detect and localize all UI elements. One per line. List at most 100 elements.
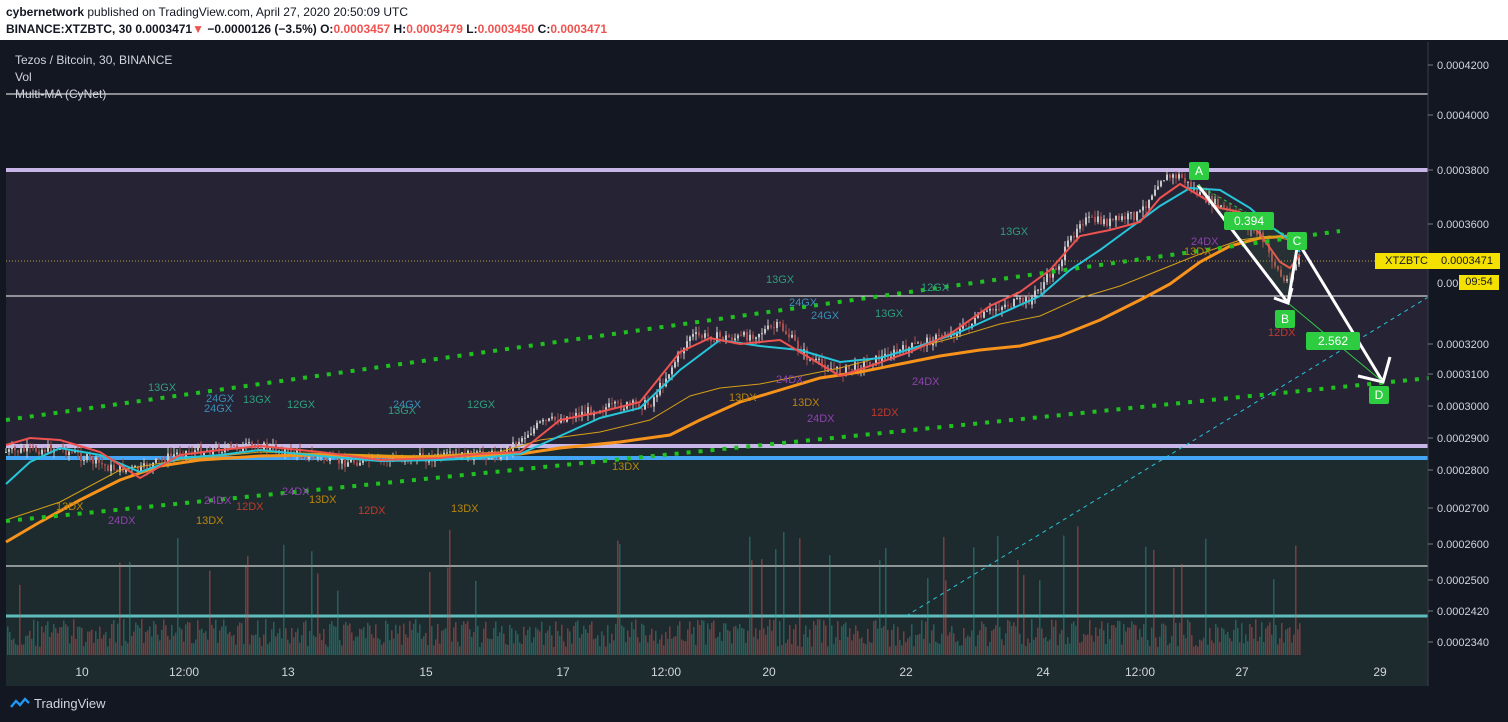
volume-bar [9, 632, 11, 655]
tradingview-logo-icon[interactable] [10, 696, 30, 710]
volume-bar [173, 635, 175, 655]
time-tick-label: 13 [281, 665, 295, 679]
volume-bar [175, 632, 177, 655]
volume-bar [57, 633, 59, 655]
candle-body [1142, 206, 1144, 211]
ratio-bcd-label[interactable]: 2.562 [1318, 334, 1348, 348]
volume-bar [215, 619, 217, 655]
volume-bar [543, 644, 545, 655]
volume-bar [73, 619, 75, 655]
low-value: 0.0003450 [477, 22, 535, 36]
candle-body [590, 407, 592, 416]
author-name[interactable]: cybernetwork [6, 5, 85, 19]
volume-bar [1087, 634, 1089, 655]
candle-body [809, 359, 811, 361]
volume-bar [1251, 626, 1253, 655]
volume-bar [1091, 635, 1093, 655]
volume-bar [323, 629, 325, 655]
candle-body [347, 462, 349, 467]
volume-bar [941, 633, 943, 655]
volume-bar [1141, 637, 1143, 655]
volume-bar [639, 642, 641, 655]
volume-bar [1285, 629, 1287, 655]
volume-bar [1225, 634, 1227, 655]
candle-body [95, 457, 97, 464]
volume-bar [341, 645, 343, 655]
ma-legend[interactable]: Multi-MA (CyNet) [15, 87, 107, 101]
candle-body [1070, 236, 1072, 241]
candle-body [920, 342, 922, 346]
ratio-abc-label[interactable]: 0.394 [1234, 214, 1264, 228]
candle-body [530, 433, 532, 435]
candle-body [617, 401, 619, 403]
volume-bar [1071, 623, 1073, 655]
volume-bar [1201, 640, 1203, 655]
candle-body [1079, 224, 1081, 229]
point-b-label[interactable]: B [1281, 312, 1289, 326]
candle-body [527, 434, 529, 438]
candle-body [134, 466, 136, 468]
volume-bar [105, 632, 107, 655]
candle-body [1172, 174, 1174, 178]
volume-bar [795, 624, 797, 655]
trend-line-cyan[interactable] [905, 295, 1431, 617]
volume-bar [611, 633, 613, 655]
volume-bar [199, 629, 201, 655]
candle-body [554, 416, 556, 421]
point-b-label-box [1275, 310, 1295, 328]
point-c-label[interactable]: C [1293, 234, 1302, 248]
volume-bar [529, 626, 531, 655]
volume-bar [267, 644, 269, 655]
volume-bar [193, 643, 195, 655]
channel-upper-line[interactable] [5, 229, 1341, 422]
volume-bar [891, 629, 893, 655]
ma-cross-label: 12DX [871, 407, 899, 419]
volume-bar [311, 551, 313, 655]
volume-bar [673, 636, 675, 655]
volume-bar [1021, 643, 1023, 655]
volume-bar [1213, 643, 1215, 655]
volume-bar [1249, 623, 1251, 655]
volume-bar [955, 642, 957, 655]
volume-bar [1233, 629, 1235, 655]
volume-bar [49, 637, 51, 655]
volume-bar [943, 536, 945, 655]
point-a-label[interactable]: A [1195, 164, 1203, 178]
candle-body [1046, 273, 1048, 283]
volume-bar [137, 625, 139, 655]
candle-body [476, 451, 478, 453]
volume-bar [689, 621, 691, 655]
volume-bar [1117, 620, 1119, 655]
ma-cross-label: 24GX [206, 393, 235, 405]
ma-cross-label: 12GX [287, 399, 316, 411]
volume-legend[interactable]: Vol [15, 70, 32, 84]
abcd-pattern[interactable] [1196, 184, 1392, 384]
volume-bar [123, 619, 125, 655]
candle-body [965, 324, 967, 327]
volume-bar [101, 638, 103, 655]
volume-bar [837, 621, 839, 655]
ma-cross-label: 12DX [236, 501, 264, 513]
tradingview-brand[interactable]: TradingView [34, 696, 106, 711]
ma-cross-label: 24DX [282, 486, 310, 498]
volume-bar [913, 646, 915, 655]
point-d-label[interactable]: D [1375, 388, 1384, 402]
ma-cross-label: 13DX [196, 515, 224, 527]
volume-bar [547, 630, 549, 655]
series-legend-title[interactable]: Tezos / Bitcoin, 30, BINANCE [15, 53, 173, 67]
high-label: H: [393, 22, 407, 36]
candle-body [728, 335, 730, 338]
volume-bar [505, 643, 507, 655]
volume-bar [923, 638, 925, 655]
candle-body [713, 341, 715, 343]
candle-body [1151, 195, 1153, 200]
volume-bar [99, 626, 101, 655]
volume-bar [455, 622, 457, 655]
candle-body [182, 454, 184, 457]
candle-body [227, 444, 229, 448]
volume-bar [171, 624, 173, 655]
candle-body [647, 400, 649, 405]
candle-body [1187, 181, 1189, 183]
price-axis-area[interactable] [1429, 42, 1508, 687]
